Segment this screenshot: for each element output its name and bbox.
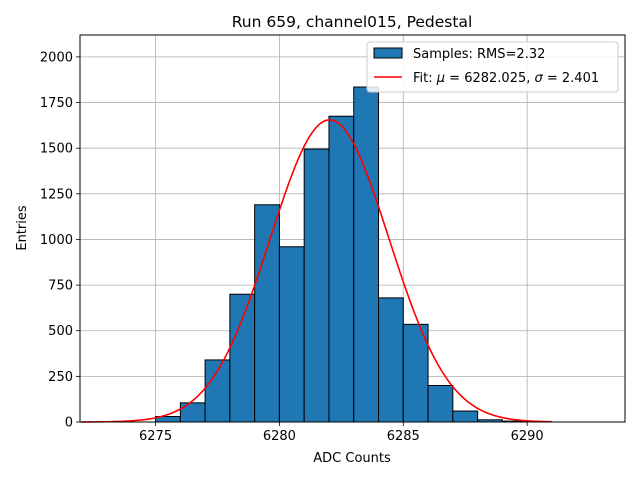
legend-label-fit: Fit: μ = 6282.025, σ = 2.401	[413, 71, 599, 86]
chart-title: Run 659, channel015, Pedestal	[232, 13, 473, 31]
histogram-bar	[353, 86, 380, 423]
y-axis-ticks: 0 250 500 750 1000 1250 1500 1750 2000	[40, 50, 80, 431]
histogram-bar	[179, 402, 206, 423]
legend-swatch-samples	[373, 47, 403, 59]
histogram-bar	[229, 293, 256, 423]
histogram-bars	[155, 86, 528, 423]
histogram-bar	[378, 297, 404, 423]
histogram-bar	[303, 148, 330, 423]
histogram-bar	[452, 410, 479, 423]
histogram-bar	[254, 204, 280, 423]
y-axis-label: Entries	[15, 205, 30, 251]
plot-frame	[79, 34, 626, 423]
x-tick-label: 6290	[511, 429, 544, 444]
fit-curve	[81, 119, 552, 423]
y-tick-label: 1750	[40, 96, 73, 111]
histogram-bar	[427, 384, 454, 423]
histogram-bar	[402, 323, 429, 423]
x-axis-label: ADC Counts	[313, 451, 391, 466]
x-tick-label: 6280	[263, 429, 296, 444]
y-tick-label: 0	[65, 416, 73, 431]
y-tick-label: 1250	[40, 187, 73, 202]
legend-label-samples: Samples: RMS=2.32	[413, 47, 545, 62]
histogram-bar	[204, 359, 231, 423]
y-tick-label: 750	[48, 279, 73, 294]
y-tick-label: 1500	[40, 142, 73, 157]
y-tick-label: 500	[48, 324, 73, 339]
histogram-bar	[328, 115, 355, 423]
histogram-bar	[278, 246, 305, 423]
y-tick-label: 2000	[40, 50, 73, 65]
x-tick-label: 6285	[387, 429, 420, 444]
x-tick-label: 6275	[139, 429, 172, 444]
y-tick-label: 250	[48, 370, 73, 385]
y-tick-label: 1000	[40, 233, 73, 248]
legend-box	[366, 41, 619, 93]
x-axis-ticks: 6275 6280 6285 6290	[139, 422, 544, 444]
legend: Samples: RMS=2.32 Fit: μ = 6282.025, σ =…	[366, 41, 619, 93]
